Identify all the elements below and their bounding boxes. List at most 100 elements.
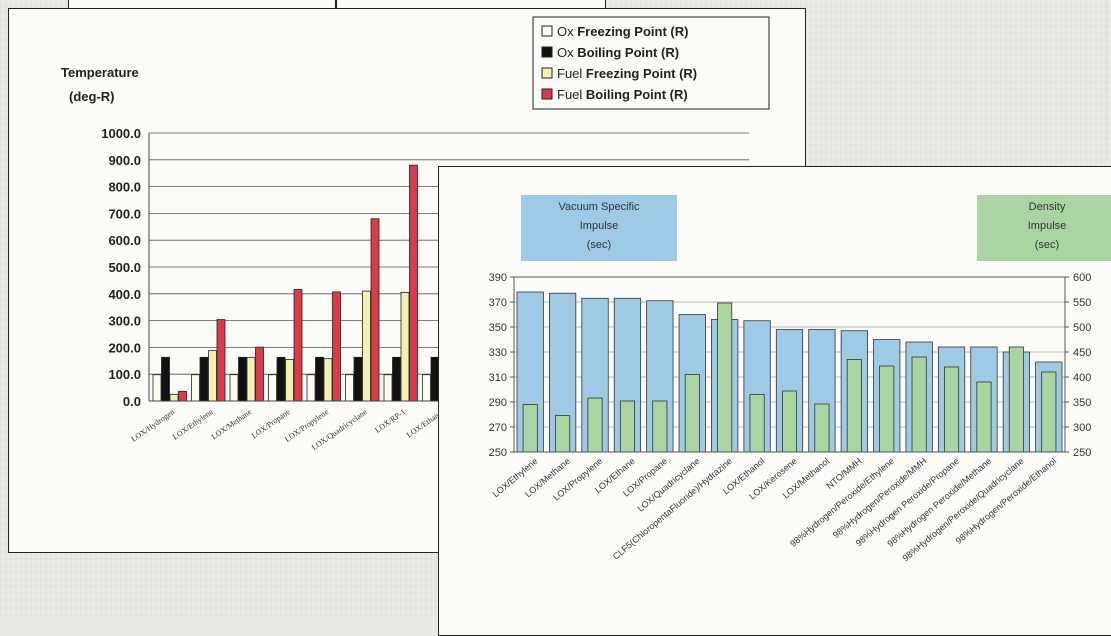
temp-bar (345, 374, 354, 402)
temp-bar (285, 359, 294, 402)
density-isp-bar (1041, 371, 1057, 453)
temp-bar (306, 374, 316, 402)
y-tick-label: 500.0 (108, 260, 141, 275)
vacuum-isp-label-line-2: Impulse (580, 220, 619, 232)
temp-bar (276, 356, 286, 402)
temp-bar (199, 356, 209, 402)
density-isp-bar (555, 415, 571, 453)
temp-bar (332, 291, 341, 402)
y-tick-label: 800.0 (108, 180, 141, 195)
legend-label: Ox Freezing Point (R) (557, 24, 688, 39)
legend-label: Fuel Freezing Point (R) (557, 66, 697, 81)
temp-bar (191, 374, 200, 402)
left-y-tick-label: 310 (489, 372, 507, 384)
y-tick-label: 600.0 (108, 233, 141, 248)
y-axis-label-line-2: (deg-R) (69, 89, 115, 104)
left-y-tick-label: 270 (489, 422, 507, 434)
temp-bar (370, 218, 380, 402)
density-isp-bar (587, 397, 603, 453)
temp-bar (268, 374, 277, 402)
impulse-chart-panel: Vacuum Specific Impulse (sec) Density Im… (438, 166, 1111, 636)
temp-bar (169, 393, 179, 402)
right-y-tick-label: 600 (1073, 272, 1091, 284)
temp-bar (255, 346, 264, 402)
right-y-tick-label: 250 (1073, 447, 1091, 459)
temp-bar (315, 356, 324, 402)
vacuum-isp-label-line-1: Vacuum Specific (558, 201, 640, 213)
temp-bar (362, 290, 371, 402)
temp-bar (422, 374, 431, 402)
x-tick-label: LOX/Ethylene (171, 407, 215, 442)
density-isp-bar (976, 381, 992, 453)
plot-area-frame (513, 276, 1066, 453)
y-tick-label: 200.0 (108, 340, 141, 355)
density-isp-bar (944, 366, 960, 453)
left-y-tick-label: 330 (489, 347, 507, 359)
right-y-tick-label: 550 (1073, 297, 1091, 309)
density-isp-bar (814, 403, 830, 453)
left-y-tick-label: 290 (489, 397, 507, 409)
y-tick-label: 300.0 (108, 314, 141, 329)
density-isp-bar (522, 404, 538, 453)
density-isp-label-line-2: Impulse (1028, 220, 1067, 232)
legend-swatch (541, 25, 553, 37)
y-tick-label: 0.0 (123, 394, 141, 409)
temp-bar (178, 390, 187, 402)
legend-label: Ox Boiling Point (R) (557, 45, 679, 60)
density-isp-label-box (977, 195, 1111, 261)
vacuum-isp-label-line-3: (sec) (587, 239, 611, 251)
x-tick-label: CLF5(ChloropentaFluoride)/Hydrazine (611, 456, 734, 562)
left-y-tick-label: 350 (489, 322, 507, 334)
x-tick-label: LOX/Hydrogen (129, 407, 176, 443)
density-isp-bar (781, 390, 798, 453)
temp-bar (161, 356, 170, 402)
density-isp-bar (717, 302, 733, 453)
density-isp-label-line-3: (sec) (1035, 239, 1059, 251)
right-y-tick-label: 300 (1073, 422, 1091, 434)
legend-label: Fuel Boiling Point (R) (557, 87, 688, 102)
y-tick-label: 700.0 (108, 206, 141, 221)
density-isp-bar (619, 400, 635, 453)
temperature-legend: Ox Freezing Point (R) Ox Boiling Point (R… (532, 16, 770, 110)
temp-bar (392, 356, 401, 402)
x-tick-label: LOX/Methane (210, 407, 254, 441)
left-y-tick-label: 390 (489, 272, 507, 284)
right-y-tick-label: 500 (1073, 322, 1091, 334)
density-isp-bar (749, 394, 765, 453)
temp-bar (383, 374, 393, 402)
temp-bar (208, 350, 217, 402)
density-isp-bar (684, 374, 700, 453)
impulse-chart: Vacuum Specific Impulse (sec) Density Im… (489, 195, 1111, 563)
temp-bar (323, 358, 333, 402)
temp-bar (216, 319, 226, 402)
legend-swatch (541, 67, 553, 79)
density-isp-bar (879, 365, 895, 453)
temp-bar (409, 164, 418, 402)
left-y-tick-label: 250 (489, 447, 507, 459)
density-isp-bar (652, 400, 668, 453)
y-tick-label: 900.0 (108, 153, 141, 168)
left-y-tick-label: 370 (489, 297, 507, 309)
temp-bar (293, 289, 303, 402)
density-isp-bar (911, 356, 927, 453)
right-y-tick-label: 350 (1073, 397, 1091, 409)
vacuum-isp-bar (678, 314, 706, 453)
vacuum-isp-label-box (521, 195, 677, 261)
density-isp-bar (1008, 346, 1024, 453)
temp-bar (152, 374, 162, 402)
y-axis-label-line-1: Temperature (61, 65, 139, 80)
temp-bar (229, 374, 239, 402)
legend-swatch (541, 88, 553, 100)
legend-swatch (541, 46, 553, 58)
temp-bar (353, 356, 363, 402)
y-tick-label: 1000.0 (101, 126, 141, 141)
density-isp-label-line-1: Density (1029, 201, 1066, 213)
temp-bar (238, 356, 247, 402)
x-tick-label: LOX/RP-1 (373, 407, 407, 435)
x-tick-label: 98%Hydrogen/Peroxide/Quadricyclane (901, 456, 1026, 563)
right-y-tick-label: 450 (1073, 347, 1091, 359)
y-tick-label: 400.0 (108, 287, 141, 302)
temp-bar (246, 356, 256, 402)
right-y-tick-label: 400 (1073, 372, 1091, 384)
y-tick-label: 100.0 (108, 367, 141, 382)
